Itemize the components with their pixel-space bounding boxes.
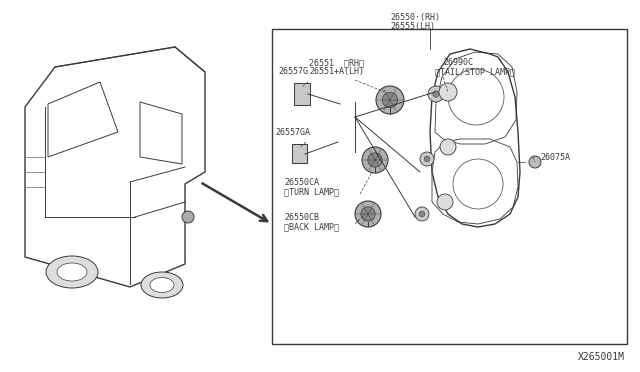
Circle shape — [440, 139, 456, 155]
Ellipse shape — [46, 256, 98, 288]
Text: 〈BACK LAMP〉: 〈BACK LAMP〉 — [284, 222, 339, 231]
Circle shape — [439, 83, 457, 101]
Circle shape — [355, 201, 381, 227]
Text: 26075A: 26075A — [540, 154, 570, 163]
Text: 26551  〈RH〉: 26551 〈RH〉 — [309, 58, 364, 67]
Circle shape — [182, 211, 194, 223]
Ellipse shape — [57, 263, 87, 281]
Text: 26550CB: 26550CB — [284, 213, 319, 222]
Circle shape — [420, 152, 434, 166]
Text: 26555(LH): 26555(LH) — [390, 22, 435, 31]
Ellipse shape — [141, 272, 183, 298]
Circle shape — [368, 153, 382, 167]
Circle shape — [362, 147, 388, 173]
Text: 26550·(RH): 26550·(RH) — [390, 13, 440, 22]
Circle shape — [419, 211, 425, 217]
Text: 26551+A(LH): 26551+A(LH) — [309, 67, 364, 76]
Text: 26557GA: 26557GA — [275, 128, 310, 137]
Text: 〈TAIL/STOP LAMP〉: 〈TAIL/STOP LAMP〉 — [435, 67, 515, 76]
Text: 26550CA: 26550CA — [284, 178, 319, 187]
Circle shape — [529, 156, 541, 168]
Text: 26990C: 26990C — [443, 58, 473, 67]
Text: X265001M: X265001M — [578, 352, 625, 362]
Circle shape — [376, 86, 404, 114]
FancyBboxPatch shape — [292, 144, 307, 163]
Circle shape — [424, 156, 430, 162]
Circle shape — [433, 91, 439, 97]
Circle shape — [382, 92, 397, 108]
Bar — [272, 29, 627, 344]
Circle shape — [437, 194, 453, 210]
Circle shape — [415, 207, 429, 221]
Text: 〈TURN LAMP〉: 〈TURN LAMP〉 — [284, 187, 339, 196]
Circle shape — [428, 86, 444, 102]
Text: 26557G: 26557G — [278, 67, 308, 76]
Ellipse shape — [150, 278, 174, 292]
FancyBboxPatch shape — [294, 83, 310, 105]
Circle shape — [361, 207, 375, 221]
